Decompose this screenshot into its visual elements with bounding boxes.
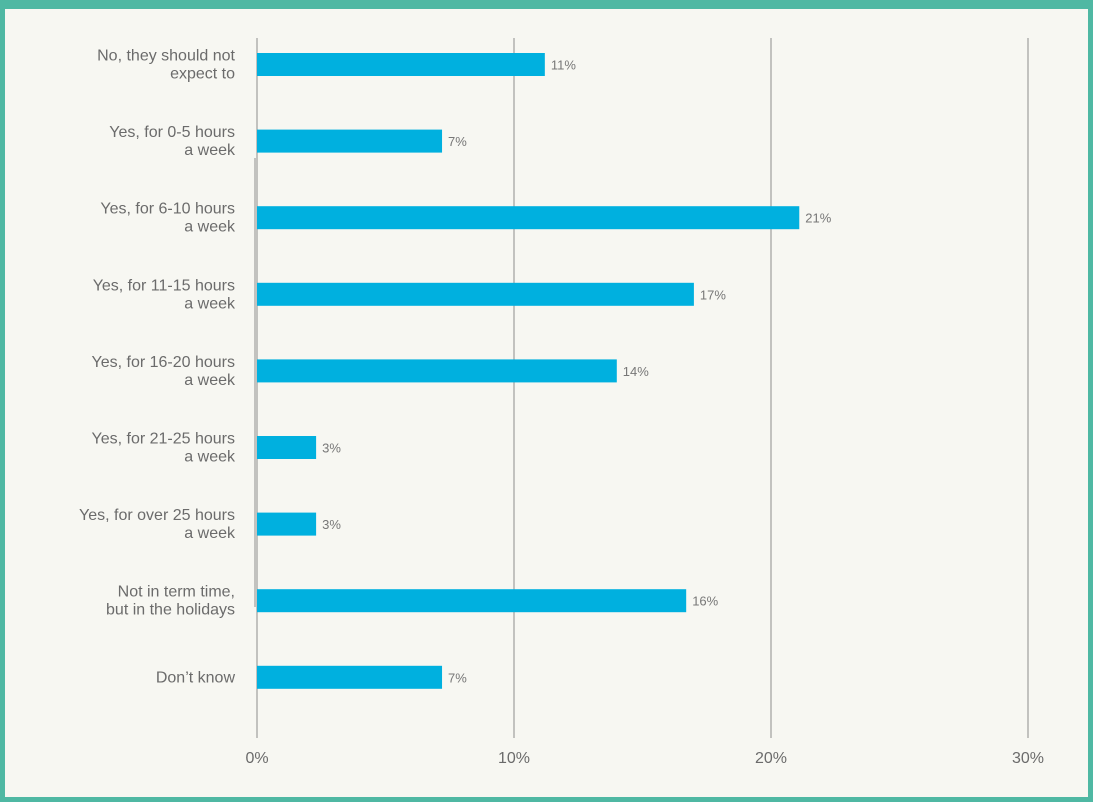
category-label: a week [184, 219, 236, 236]
category-label: a week [184, 295, 236, 312]
bar-chart: 0% 10% 20% 30% 11% No, they should notexpect … [79, 38, 1044, 767]
data-label: 3% [322, 517, 341, 532]
category-label: but in the holidays [106, 602, 235, 619]
data-label: 7% [448, 134, 467, 149]
category-label: a week [184, 372, 236, 389]
data-label: 7% [448, 670, 467, 685]
bar [257, 512, 317, 536]
data-label: 3% [322, 441, 341, 456]
category-label: Yes, for over 25 hours [79, 507, 235, 524]
bar [257, 436, 317, 459]
category-label: a week [184, 142, 236, 159]
category-label: Not in term time, [118, 584, 235, 601]
category-label: a week [184, 525, 236, 542]
bar [257, 206, 800, 230]
category-label: Yes, for 16-20 hours [92, 354, 236, 371]
x-tick-label: 0% [245, 750, 268, 767]
data-label: 14% [623, 364, 649, 379]
x-tick-label: 30% [1012, 750, 1044, 767]
data-label: 16% [692, 594, 718, 609]
bar [257, 282, 694, 306]
category-label: Yes, for 6-10 hours [100, 201, 235, 218]
bar [257, 53, 545, 76]
category-label: Yes, for 21-25 hours [92, 431, 236, 448]
bar [257, 665, 443, 689]
category-label: Yes, for 0-5 hours [109, 124, 235, 141]
bar [257, 359, 617, 383]
x-tick-label: 20% [755, 750, 787, 767]
category-label: Don’t know [156, 669, 236, 686]
data-label: 11% [551, 58, 576, 73]
data-label: 17% [700, 287, 726, 302]
bar [257, 589, 687, 613]
category-label: a week [184, 449, 236, 466]
category-label: expect to [170, 66, 235, 83]
data-label: 21% [805, 211, 831, 226]
category-label: No, they should not [97, 48, 235, 65]
bar [257, 129, 443, 153]
category-label: Yes, for 11-15 hours [93, 277, 235, 294]
x-tick-label: 10% [498, 750, 530, 767]
